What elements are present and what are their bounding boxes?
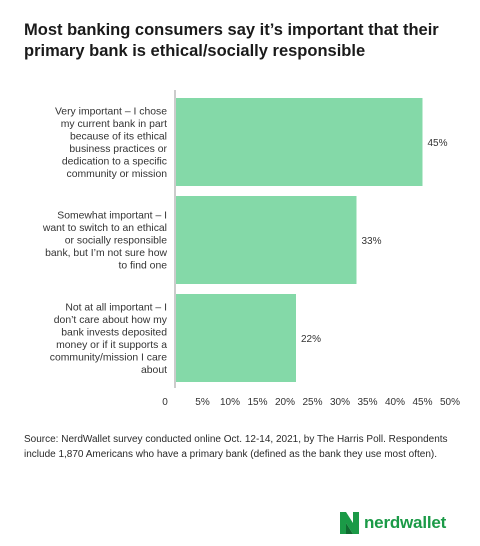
- category-label-1-line-2: my current bank in part: [61, 119, 167, 130]
- value-label-2: 33%: [362, 236, 382, 247]
- category-label-1-line-4: business practices or: [69, 144, 167, 155]
- chart-title: Most banking consumers say it’s importan…: [24, 21, 439, 60]
- nerdwallet-logo-icon: [340, 512, 359, 534]
- x-tick-label-8: 40%: [385, 397, 405, 408]
- category-label-2-line-2: want to switch to an ethical: [42, 223, 167, 234]
- category-label-3-line-3: bank invests deposited: [61, 327, 167, 338]
- x-tick-label-5: 25%: [302, 397, 322, 408]
- x-tick-label-6: 30%: [330, 397, 350, 408]
- x-tick-label-7: 35%: [357, 397, 377, 408]
- x-tick-label-2: 10%: [220, 397, 240, 408]
- x-tick-label-3: 15%: [247, 397, 267, 408]
- bar-1: [176, 98, 423, 186]
- bar-3: [176, 294, 296, 382]
- x-tick-label-4: 20%: [275, 397, 295, 408]
- bar-chart: 45% Very important – I chose my current ba…: [42, 90, 460, 408]
- category-label-2-line-1: Somewhat important – I: [57, 211, 167, 222]
- category-label-3-line-1: Not at all important – I: [65, 302, 167, 313]
- category-label-1-line-3: because of its ethical: [70, 131, 167, 142]
- source-note: Source: NerdWallet survey conducted onli…: [24, 434, 448, 460]
- category-label-3-line-5: community/mission I care: [50, 352, 167, 363]
- category-label-1-line-6: community or mission: [67, 169, 168, 180]
- x-tick-label-1: 5%: [195, 397, 210, 408]
- nerdwallet-logo: nerdwallet: [340, 512, 446, 534]
- category-label-3-line-4: money or if it supports a: [56, 340, 167, 351]
- x-tick-label-10: 50%: [440, 397, 460, 408]
- value-label-1: 45%: [428, 138, 448, 149]
- value-label-3: 22%: [301, 334, 321, 345]
- brand-name: nerdwallet: [364, 513, 447, 532]
- category-label-3-line-2: don’t care about how my: [54, 315, 168, 326]
- x-tick-label-9: 45%: [412, 397, 432, 408]
- category-label-2-line-5: to find one: [118, 261, 167, 272]
- category-label-2-line-3: or socially responsible: [65, 236, 167, 247]
- category-label-1-line-1: Very important – I chose: [55, 106, 167, 117]
- bar-2: [176, 196, 357, 284]
- category-label-1-line-5: dedication to a specific: [62, 156, 167, 167]
- category-label-2-line-4: bank, but I’m not sure how: [45, 248, 167, 259]
- category-label-3-line-6: about: [141, 365, 167, 376]
- x-tick-label-0: 0: [162, 397, 168, 408]
